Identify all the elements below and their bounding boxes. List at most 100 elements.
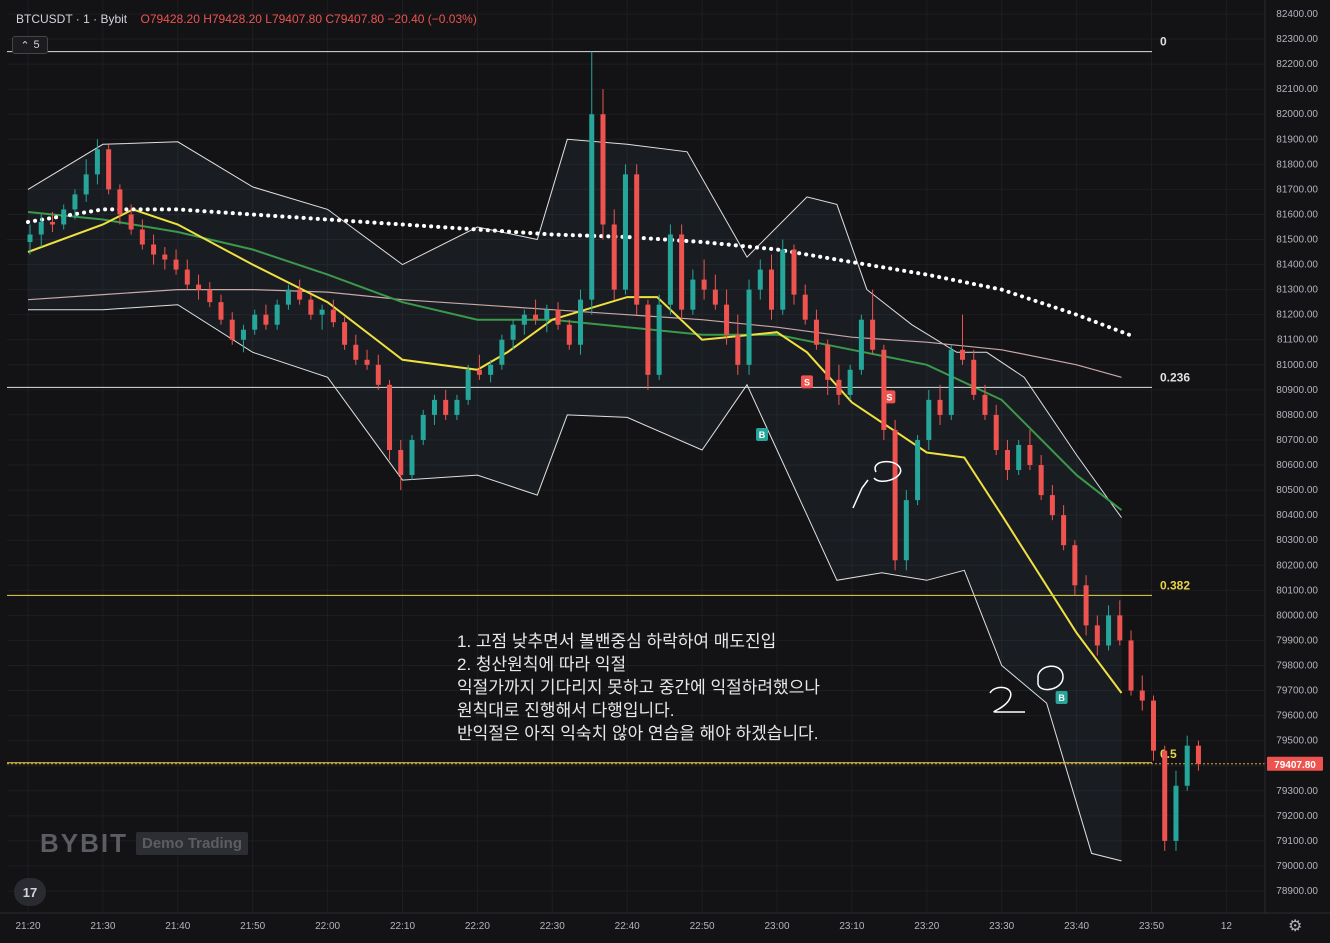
candle-body [948,349,954,415]
candle-body [858,319,864,370]
candle-body [94,149,100,175]
watermark: BYBIT Demo Trading [40,828,249,859]
indicator-count: 5 [33,39,40,51]
last-price-tag [1267,756,1323,771]
symbol-label[interactable]: BTCUSDT · 1 · Bybit [16,12,128,26]
last-price-label: 79407.80 [1274,760,1316,771]
candle-body [903,500,909,561]
time-tick-label: 23:10 [839,921,864,932]
candle-body [27,234,33,243]
candle-body [387,384,393,450]
candle-body [476,369,482,375]
candle-body [971,359,977,395]
candle-body [319,309,325,315]
candle-body [712,289,718,305]
signal-marker [756,427,769,441]
candle-body [151,244,157,255]
candle-body [1038,465,1044,496]
candle-body [117,189,123,215]
price-tick-label: 79500.00 [1276,736,1318,747]
time-tick-label: 22:10 [390,921,415,932]
candle-body [38,221,44,235]
candle-body [162,254,168,260]
candle-body [297,289,303,300]
candle-body [780,249,786,310]
price-tick-label: 81600.00 [1276,209,1318,220]
time-tick-label: 23:20 [914,921,939,932]
candle-body [622,174,628,290]
candle-body [701,279,707,290]
candle-body [521,314,527,325]
candle-body [229,319,235,340]
ohlc-change: −20.40 (−0.03%) [387,12,477,26]
time-tick-label: 22:40 [615,921,640,932]
price-tick-label: 81300.00 [1276,285,1318,296]
time-tick-label: 23:30 [989,921,1014,932]
candle-body [746,289,752,365]
candle-body [1004,449,1010,471]
time-tick-label: 21:20 [15,921,40,932]
candle-body [1195,745,1201,764]
ohlc-close: C79407.80 [325,12,385,26]
candle-body [1083,585,1089,626]
time-tick-label: 21:30 [90,921,115,932]
annotation-line: 1. 고점 낮추면서 볼밴중심 하락하여 매도진입 [457,632,777,651]
ma-green-line [27,211,1123,511]
price-tick-label: 79300.00 [1276,786,1318,797]
price-tick-label: 81900.00 [1276,134,1318,145]
price-tick-label: 82200.00 [1276,59,1318,70]
candle-body [1094,625,1100,646]
signal-label: S [804,377,810,387]
candle-body [375,364,381,385]
candle-body [342,322,348,345]
price-tick-label: 80600.00 [1276,460,1318,471]
candle-body [960,349,966,360]
candle-body [836,379,842,395]
candle-body [555,309,561,325]
signal-marker [800,375,813,389]
price-tick-label: 80900.00 [1276,385,1318,396]
price-tick-label: 78900.00 [1276,886,1318,897]
candle-body [240,329,246,340]
candle-body [454,399,460,415]
price-axis-bg [1265,0,1330,943]
time-tick-label: 12 [1221,921,1233,932]
candle-body [252,314,258,330]
indicators-toggle-button[interactable]: ⌃ 5 [12,36,48,54]
candle-body [308,299,314,315]
candle-body [285,289,291,305]
gear-icon[interactable]: ⚙ [1288,918,1303,935]
candle-body [982,394,988,415]
candle-body [892,429,898,561]
candle-body [634,174,640,305]
candle-body [813,319,819,345]
time-tick-label: 22:00 [315,921,340,932]
candle-body [263,314,269,325]
candle-body [488,364,494,375]
candle-body [330,309,336,323]
candle-body [128,214,134,230]
time-tick-label: 22:50 [690,921,715,932]
candle-body [544,309,550,320]
price-axis: 82400.00 82300.00 82200.00 82100.00 82000.00… [1264,0,1330,943]
handwritten-two [989,686,1025,713]
candle-body [1061,515,1067,546]
price-tick-label: 79600.00 [1276,711,1318,722]
signal-label: B [1058,693,1065,703]
candle-body [353,344,359,360]
time-tick-label: 21:50 [240,921,265,932]
time-tick-label: 21:40 [165,921,190,932]
candle-body [364,359,370,365]
candle-body [1027,444,1033,466]
candle-body [510,324,516,340]
candle-body [398,449,404,476]
bollinger-upper-line [27,138,1122,518]
price-tick-label: 81500.00 [1276,235,1318,246]
tradingview-logo-icon[interactable]: 17 [14,878,46,906]
ma-pink-line [27,289,1122,378]
signal-marker [883,390,896,404]
price-tick-label: 82300.00 [1276,34,1318,45]
price-tick-label: 79100.00 [1276,836,1318,847]
bollinger-lower-line [28,304,1122,862]
